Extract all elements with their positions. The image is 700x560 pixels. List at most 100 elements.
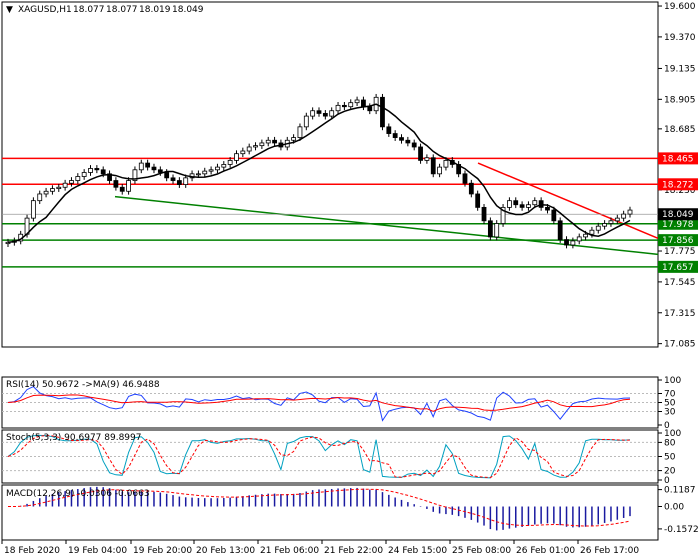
- candle-body: [487, 220, 493, 238]
- candle-body: [297, 126, 303, 138]
- candle-body: [595, 225, 601, 231]
- moving-average-line: [7, 103, 631, 244]
- time-tick-label: 21 Feb 06:00: [260, 546, 319, 556]
- candle-body: [316, 110, 322, 114]
- price-tick-label: 19.135: [664, 64, 696, 74]
- price-tick-label: 18.685: [664, 125, 696, 135]
- time-tick-label: 24 Feb 15:00: [388, 546, 447, 556]
- level-label-bg: [658, 152, 698, 165]
- candle-body: [475, 193, 481, 208]
- candle-body: [627, 209, 633, 215]
- indicator-tick-label: 0: [664, 421, 670, 431]
- candle-body: [176, 180, 182, 185]
- candle-body: [196, 173, 201, 176]
- candle-body: [621, 213, 627, 219]
- indicator-tick-label: 0.1187: [664, 486, 696, 496]
- candle-body: [322, 113, 328, 117]
- candle-body: [341, 104, 347, 108]
- indicator-tick-label: 0: [664, 476, 670, 486]
- candle-body: [151, 166, 157, 171]
- time-tick-label: 19 Feb 04:00: [68, 546, 127, 556]
- time-tick-label: 21 Feb 22:00: [324, 546, 383, 556]
- candle-body: [545, 206, 550, 211]
- candle-body: [138, 162, 144, 171]
- candle-body: [367, 106, 373, 112]
- level-label: 17.978: [662, 220, 694, 230]
- candle-body: [265, 139, 271, 144]
- price-tick-label: 17.775: [664, 247, 696, 257]
- candle-body: [56, 186, 62, 189]
- current-price-label: 18.049: [662, 210, 694, 220]
- candle-body: [303, 115, 309, 128]
- candle-body: [532, 200, 538, 206]
- candle-body: [519, 204, 525, 208]
- price-panel-frame: [1, 1, 659, 348]
- candle-body: [100, 169, 106, 175]
- candle-body: [386, 126, 392, 134]
- candle-body: [462, 173, 468, 184]
- rsi-ma-line: [7, 394, 631, 412]
- price-tick-label: 18.230: [664, 186, 696, 196]
- level-label: 17.657: [662, 263, 694, 273]
- candle-body: [183, 177, 189, 185]
- candle-body: [170, 177, 176, 181]
- candle-body: [43, 190, 49, 195]
- candle-body: [126, 180, 131, 192]
- time-tick-label: 26 Feb 17:00: [580, 546, 639, 556]
- candle-body: [456, 164, 462, 175]
- candle-body: [310, 110, 316, 117]
- candle-body: [113, 180, 119, 188]
- indicator-tick-label: 100: [664, 376, 681, 386]
- candle-body: [157, 169, 163, 173]
- candle-body: [443, 160, 449, 168]
- candle-body: [75, 176, 81, 181]
- stoch-title: Stoch(5,3,3) 90.6977 89.8997: [6, 433, 141, 443]
- candle-body: [253, 145, 258, 148]
- candle-body: [380, 96, 385, 128]
- macd-panel-frame: [1, 484, 659, 541]
- level-label: 17.856: [662, 236, 694, 246]
- level-label-bg: [658, 234, 698, 247]
- indicator-tick-label: 100: [664, 429, 681, 439]
- candle-body: [494, 223, 500, 238]
- candle-body: [602, 223, 608, 227]
- candle-body: [583, 233, 588, 238]
- candle-body: [234, 153, 239, 161]
- rsi-title: RSI(14) 50.9672 ->MA(9) 46.9488: [6, 380, 160, 390]
- indicator-tick-label: 30: [664, 408, 676, 418]
- high-value: 18.077: [106, 5, 138, 15]
- candle-body: [88, 168, 93, 173]
- indicator-tick-label: 80: [664, 438, 676, 448]
- candle-body: [246, 146, 252, 152]
- dropdown-triangle-icon[interactable]: ▼: [6, 5, 13, 15]
- candle-body: [405, 139, 411, 144]
- candle-body: [81, 172, 87, 177]
- candle-body: [481, 206, 487, 222]
- candle-body: [240, 150, 246, 155]
- candle-body: [500, 206, 506, 224]
- indicator-tick-label: 50: [664, 453, 676, 463]
- candle-body: [69, 180, 74, 184]
- candle-body: [119, 186, 125, 192]
- candle-body: [208, 169, 214, 172]
- candle-body: [430, 157, 436, 175]
- candle-body: [221, 164, 227, 168]
- candle-body: [291, 137, 297, 141]
- candle-body: [272, 139, 277, 144]
- candle-body: [608, 220, 614, 224]
- candle-body: [570, 240, 576, 246]
- price-tick-label: 17.315: [664, 309, 696, 319]
- time-tick-label: 26 Feb 01:00: [516, 546, 575, 556]
- rsi-line: [7, 385, 631, 422]
- candle-body: [392, 133, 398, 138]
- macd-signal-line: [8, 488, 631, 527]
- current-price-bg: [658, 208, 698, 221]
- candle-body: [354, 99, 360, 104]
- candle-body: [50, 188, 55, 192]
- low-value: 18.019: [139, 5, 171, 15]
- candle-body: [259, 142, 265, 147]
- time-tick-label: 19 Feb 20:00: [133, 546, 192, 556]
- candle-body: [94, 168, 100, 171]
- candle-body: [348, 102, 354, 108]
